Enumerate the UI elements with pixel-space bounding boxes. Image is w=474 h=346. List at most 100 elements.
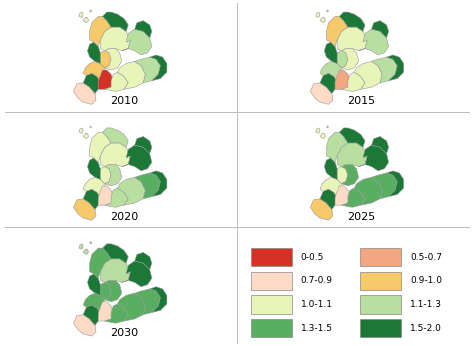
Polygon shape <box>324 42 337 64</box>
Polygon shape <box>90 132 111 162</box>
Polygon shape <box>320 133 325 139</box>
Polygon shape <box>386 55 404 81</box>
Text: 2015: 2015 <box>346 97 375 107</box>
Text: 1.0-1.1: 1.0-1.1 <box>301 300 333 309</box>
Polygon shape <box>341 48 359 70</box>
Polygon shape <box>320 189 337 209</box>
Polygon shape <box>118 177 146 205</box>
Polygon shape <box>372 21 389 38</box>
Polygon shape <box>83 177 105 198</box>
Bar <box>251 272 292 290</box>
Bar <box>360 319 401 337</box>
Polygon shape <box>135 21 152 38</box>
Bar <box>360 248 401 266</box>
Text: 2020: 2020 <box>110 212 138 222</box>
Polygon shape <box>355 61 382 89</box>
Polygon shape <box>102 12 128 31</box>
Polygon shape <box>135 252 152 270</box>
Polygon shape <box>335 70 350 89</box>
Polygon shape <box>90 126 92 128</box>
Polygon shape <box>100 27 130 51</box>
Polygon shape <box>327 132 348 162</box>
Polygon shape <box>341 188 365 207</box>
Text: 0.5-0.7: 0.5-0.7 <box>410 253 442 262</box>
Polygon shape <box>337 27 367 51</box>
Polygon shape <box>310 199 333 220</box>
Polygon shape <box>150 55 167 81</box>
Polygon shape <box>324 158 337 180</box>
Polygon shape <box>372 137 389 154</box>
Bar <box>360 295 401 313</box>
Polygon shape <box>335 166 348 184</box>
Polygon shape <box>327 16 348 46</box>
Polygon shape <box>90 248 111 278</box>
Text: 2030: 2030 <box>110 328 138 338</box>
Polygon shape <box>372 57 397 83</box>
Polygon shape <box>90 10 92 12</box>
Polygon shape <box>83 293 105 313</box>
Text: 0.7-0.9: 0.7-0.9 <box>301 276 333 285</box>
Polygon shape <box>88 274 100 295</box>
Polygon shape <box>135 57 160 83</box>
Polygon shape <box>320 61 341 82</box>
Polygon shape <box>150 171 167 197</box>
Polygon shape <box>359 29 389 55</box>
Polygon shape <box>105 280 122 302</box>
Polygon shape <box>316 128 320 133</box>
Polygon shape <box>73 199 96 220</box>
Polygon shape <box>105 72 128 91</box>
Polygon shape <box>88 158 100 180</box>
Polygon shape <box>135 137 152 154</box>
Polygon shape <box>98 70 113 89</box>
Polygon shape <box>98 186 113 205</box>
Text: 2010: 2010 <box>110 97 138 107</box>
Polygon shape <box>83 249 89 255</box>
Polygon shape <box>359 145 389 171</box>
Polygon shape <box>135 173 160 199</box>
Polygon shape <box>339 128 365 147</box>
Polygon shape <box>83 61 105 82</box>
Polygon shape <box>83 189 100 209</box>
Polygon shape <box>327 126 328 128</box>
Polygon shape <box>79 128 83 133</box>
Polygon shape <box>100 143 130 166</box>
Polygon shape <box>73 315 96 336</box>
Polygon shape <box>320 73 337 94</box>
Bar <box>251 248 292 266</box>
Polygon shape <box>83 17 89 23</box>
Polygon shape <box>102 244 128 263</box>
Polygon shape <box>83 73 100 94</box>
Polygon shape <box>83 305 100 325</box>
Polygon shape <box>386 171 404 197</box>
Text: 0-0.5: 0-0.5 <box>301 253 324 262</box>
Polygon shape <box>320 177 341 198</box>
Bar <box>251 319 292 337</box>
Polygon shape <box>135 289 160 315</box>
Polygon shape <box>98 282 111 300</box>
Polygon shape <box>79 12 83 17</box>
Polygon shape <box>339 12 365 31</box>
Polygon shape <box>83 133 89 139</box>
Polygon shape <box>335 51 348 68</box>
Text: 2025: 2025 <box>346 212 375 222</box>
Text: 1.1-1.3: 1.1-1.3 <box>410 300 442 309</box>
Polygon shape <box>320 17 325 23</box>
Polygon shape <box>150 287 167 312</box>
Bar <box>360 272 401 290</box>
Polygon shape <box>100 259 130 282</box>
Polygon shape <box>98 166 111 184</box>
Polygon shape <box>90 16 111 46</box>
Polygon shape <box>79 244 83 249</box>
Text: 0.9-1.0: 0.9-1.0 <box>410 276 442 285</box>
Polygon shape <box>105 304 128 323</box>
Polygon shape <box>327 10 328 12</box>
Polygon shape <box>98 302 113 321</box>
Polygon shape <box>105 188 128 207</box>
Text: 1.3-1.5: 1.3-1.5 <box>301 324 333 333</box>
Polygon shape <box>90 242 92 244</box>
Polygon shape <box>372 173 397 199</box>
Polygon shape <box>335 186 350 205</box>
Polygon shape <box>310 83 333 104</box>
Polygon shape <box>73 83 96 104</box>
Text: 1.5-2.0: 1.5-2.0 <box>410 324 442 333</box>
